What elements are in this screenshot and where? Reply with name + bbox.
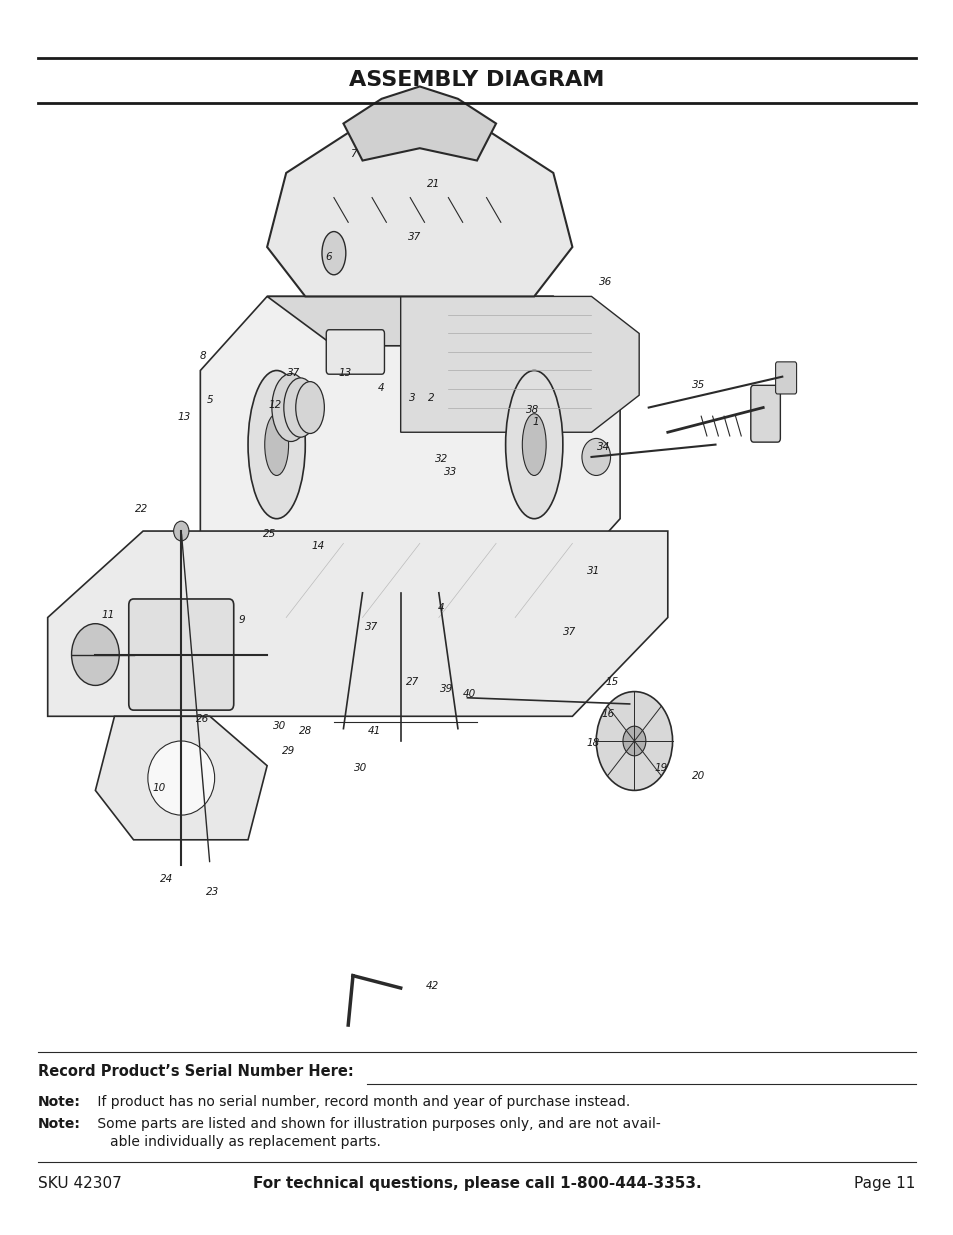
Text: 21: 21 — [427, 179, 440, 189]
Text: 4: 4 — [378, 383, 384, 393]
Ellipse shape — [284, 378, 316, 437]
Ellipse shape — [248, 370, 305, 519]
Text: 38: 38 — [525, 405, 538, 415]
Text: 39: 39 — [439, 684, 453, 694]
Text: 13: 13 — [338, 368, 352, 378]
Text: 28: 28 — [298, 726, 312, 736]
Text: Some parts are listed and shown for illustration purposes only, and are not avai: Some parts are listed and shown for illu… — [92, 1116, 659, 1131]
Text: able individually as replacement parts.: able individually as replacement parts. — [110, 1135, 380, 1150]
FancyBboxPatch shape — [326, 330, 384, 374]
Text: 19: 19 — [654, 763, 667, 773]
Text: ASSEMBLY DIAGRAM: ASSEMBLY DIAGRAM — [349, 70, 604, 90]
Text: Record Product’s Serial Number Here:: Record Product’s Serial Number Here: — [38, 1065, 354, 1079]
Text: 18: 18 — [586, 739, 599, 748]
Text: 5: 5 — [207, 395, 213, 405]
Polygon shape — [267, 296, 619, 346]
Text: 12: 12 — [268, 400, 281, 410]
Polygon shape — [343, 86, 496, 161]
Circle shape — [71, 624, 119, 685]
Text: 22: 22 — [134, 504, 148, 514]
Text: 35: 35 — [691, 380, 704, 390]
Text: 8: 8 — [200, 351, 206, 361]
Text: 13: 13 — [177, 412, 191, 422]
Text: 42: 42 — [425, 981, 438, 990]
Text: Note:: Note: — [38, 1094, 81, 1109]
Text: 31: 31 — [586, 566, 599, 576]
Ellipse shape — [295, 382, 324, 433]
Polygon shape — [210, 543, 648, 618]
Text: 6: 6 — [326, 252, 332, 262]
Text: 27: 27 — [405, 677, 418, 687]
Text: 3: 3 — [409, 393, 415, 403]
Polygon shape — [400, 296, 639, 432]
Text: 37: 37 — [408, 232, 421, 242]
Text: 4: 4 — [437, 603, 443, 613]
Text: 2: 2 — [428, 393, 434, 403]
Text: SKU 42307: SKU 42307 — [38, 1176, 122, 1191]
Text: 26: 26 — [195, 714, 209, 724]
Polygon shape — [48, 531, 667, 716]
Text: For technical questions, please call 1-800-444-3353.: For technical questions, please call 1-8… — [253, 1176, 700, 1191]
Ellipse shape — [321, 232, 345, 274]
Text: 37: 37 — [365, 622, 378, 632]
FancyBboxPatch shape — [775, 362, 796, 394]
Text: 32: 32 — [435, 454, 448, 464]
Text: 34: 34 — [597, 442, 610, 452]
Polygon shape — [95, 716, 267, 840]
Text: 23: 23 — [206, 887, 219, 897]
Text: If product has no serial number, record month and year of purchase instead.: If product has no serial number, record … — [92, 1094, 629, 1109]
Text: 30: 30 — [273, 721, 286, 731]
Text: 36: 36 — [598, 277, 612, 287]
Text: 11: 11 — [101, 610, 114, 620]
Ellipse shape — [148, 741, 214, 815]
Text: 16: 16 — [600, 709, 614, 719]
Text: 37: 37 — [562, 627, 576, 637]
Circle shape — [581, 438, 610, 475]
Circle shape — [596, 692, 672, 790]
FancyBboxPatch shape — [750, 385, 780, 442]
Text: Page 11: Page 11 — [854, 1176, 915, 1191]
Ellipse shape — [505, 370, 562, 519]
Ellipse shape — [264, 414, 288, 475]
FancyBboxPatch shape — [129, 599, 233, 710]
Text: 15: 15 — [605, 677, 618, 687]
Polygon shape — [200, 296, 619, 593]
Ellipse shape — [272, 373, 310, 441]
Text: 37: 37 — [287, 368, 300, 378]
Circle shape — [622, 726, 645, 756]
Text: 14: 14 — [311, 541, 324, 551]
Text: 40: 40 — [462, 689, 476, 699]
Text: 20: 20 — [691, 771, 704, 781]
Text: 29: 29 — [282, 746, 295, 756]
Text: 41: 41 — [368, 726, 381, 736]
Text: Note:: Note: — [38, 1116, 81, 1131]
Text: 33: 33 — [443, 467, 456, 477]
Text: 30: 30 — [354, 763, 367, 773]
Text: 9: 9 — [238, 615, 244, 625]
Text: 24: 24 — [160, 874, 173, 884]
Text: 10: 10 — [152, 783, 166, 793]
Text: 1: 1 — [533, 417, 538, 427]
Ellipse shape — [522, 414, 545, 475]
Text: 7: 7 — [350, 149, 355, 159]
Circle shape — [173, 521, 189, 541]
Polygon shape — [267, 124, 572, 296]
Text: 25: 25 — [263, 529, 276, 538]
